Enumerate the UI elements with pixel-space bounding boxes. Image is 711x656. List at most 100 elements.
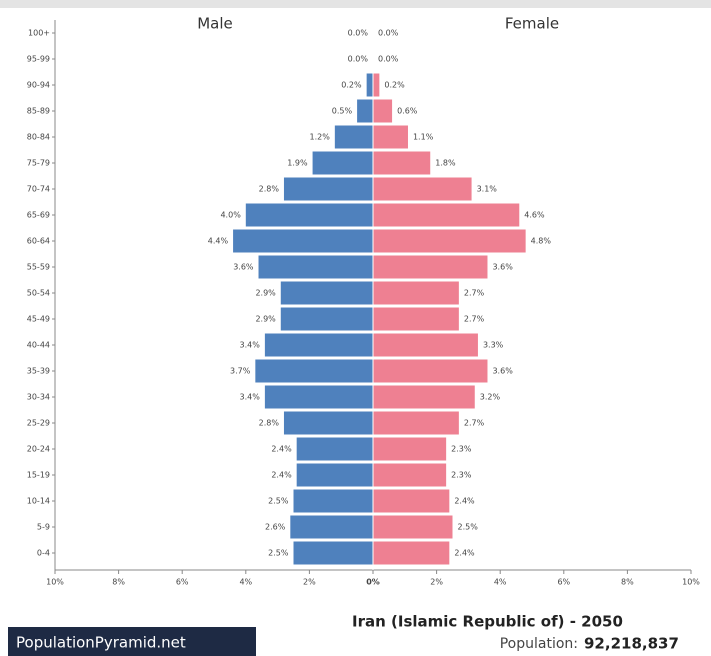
male-bar [280,307,373,331]
female-bar [373,73,380,97]
y-tick-label: 30-34 [27,393,50,402]
value-label: 2.8% [259,185,280,194]
brand: PopulationPyramid.net [16,634,186,652]
y-tick-label: 65-69 [27,211,50,220]
x-tick-label: 6% [557,578,570,587]
value-label: 0.0% [348,29,369,38]
value-label: 4.4% [208,237,229,246]
brand-box [8,627,256,656]
y-tick-label: 85-89 [27,107,50,116]
y-tick-label: 90-94 [27,81,50,90]
female-bar [373,177,472,201]
female-bar [373,255,488,279]
y-tick-label: 50-54 [27,289,50,298]
value-label: 2.7% [464,315,485,324]
female-bar [373,333,478,357]
value-label: 0.6% [397,107,418,116]
value-label: 3.6% [492,263,513,272]
value-label: 0.0% [348,55,369,64]
value-label: 2.3% [451,471,472,480]
value-label: 4.8% [531,237,552,246]
value-label: 3.6% [492,367,513,376]
male-bar [334,125,373,149]
value-label: 1.9% [287,159,308,168]
value-label: 3.7% [230,367,251,376]
y-tick-label: 95-99 [27,55,50,64]
value-label: 2.8% [259,419,280,428]
value-label: 2.4% [454,497,475,506]
y-tick-label: 0-4 [37,549,50,558]
value-label: 2.4% [271,445,292,454]
legend-male: Male [197,15,233,33]
value-label: 0.2% [384,81,405,90]
female-bar [373,203,520,227]
male-bar [296,463,373,487]
value-label: 0.2% [341,81,362,90]
male-bar [296,437,373,461]
value-label: 2.3% [451,445,472,454]
female-bar [373,385,475,409]
x-tick-label: 2% [303,578,316,587]
y-tick-label: 10-14 [27,497,50,506]
male-bar [255,359,373,383]
male-bar [283,411,373,435]
x-tick-label: 8% [621,578,634,587]
female-bar [373,359,488,383]
value-label: 2.9% [255,315,276,324]
x-tick-label: 10% [682,578,700,587]
value-label: 0.0% [378,55,399,64]
value-label: 2.4% [271,471,292,480]
female-bar [373,151,431,175]
male-bar [293,489,373,513]
value-label: 3.4% [240,393,261,402]
y-tick-label: 20-24 [27,445,50,454]
male-bar [258,255,373,279]
x-tick-label: 8% [112,578,125,587]
female-bar [373,125,408,149]
female-bar [373,489,450,513]
value-label: 1.2% [310,133,331,142]
y-tick-label: 25-29 [27,419,50,428]
value-label: 2.5% [268,549,289,558]
value-label: 2.5% [268,497,289,506]
female-bar [373,411,459,435]
y-tick-label: 45-49 [27,315,50,324]
x-tick-label: 4% [239,578,252,587]
value-label: 2.5% [458,523,479,532]
male-bar [283,177,373,201]
x-tick-label: 10% [46,578,64,587]
male-bar [245,203,373,227]
female-bar [373,541,450,565]
value-label: 2.7% [464,289,485,298]
value-label: 2.9% [255,289,276,298]
female-bar [373,515,453,539]
female-bar [373,229,526,253]
value-label: 0.5% [332,107,353,116]
y-tick-label: 75-79 [27,159,50,168]
x-tick-label: 6% [176,578,189,587]
value-label: 4.6% [524,211,545,220]
x-tick-label: 0% [366,578,380,587]
value-label: 2.6% [265,523,286,532]
y-tick-label: 80-84 [27,133,50,142]
male-bar [290,515,373,539]
x-tick-label: 4% [494,578,507,587]
value-label: 2.7% [464,419,485,428]
value-label: 3.2% [480,393,501,402]
value-label: 1.1% [413,133,434,142]
y-tick-label: 60-64 [27,237,50,246]
value-label: 2.4% [454,549,475,558]
population: 92,218,837 [584,635,679,653]
female-bar [373,99,393,123]
female-bar [373,307,459,331]
male-bar [357,99,373,123]
male-bar [293,541,373,565]
male-bar [264,333,373,357]
y-tick-label: 5-9 [37,523,50,532]
value-label: 3.6% [233,263,254,272]
y-tick-label: 35-39 [27,367,50,376]
value-label: 4.0% [220,211,241,220]
value-label: 0.0% [378,29,399,38]
value-label: 1.8% [435,159,456,168]
